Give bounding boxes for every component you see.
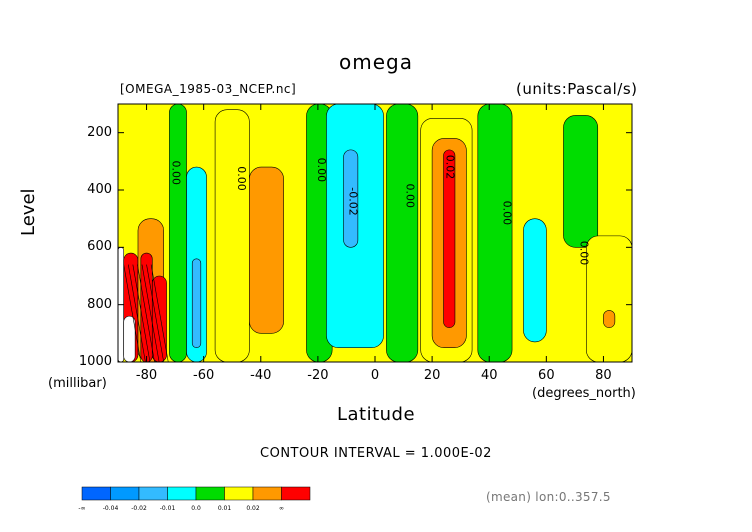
contour-line-2 (132, 264, 151, 363)
x-tick-label: 20 (423, 368, 441, 383)
contour-value-label-1: 0.00 (235, 166, 248, 191)
contour-line-1 (127, 264, 146, 363)
contour-line-0 (123, 264, 142, 363)
colorbar-swatch-3 (167, 486, 197, 501)
x-axis-label: Latitude (336, 404, 416, 425)
x-tick-label: -60 (193, 368, 215, 383)
colorbar-label: -0.01 (159, 505, 176, 512)
contour-value-label-4: 0.00 (403, 183, 416, 208)
colorbar-label: 0.0 (191, 505, 201, 512)
contour-value-label-0: 0.00 (169, 161, 182, 186)
y-tick-label: 600 (87, 239, 112, 255)
contour-value-label-3: -0.02 (346, 187, 359, 215)
units-label: (units:Pascal/s) (516, 80, 638, 98)
file-label: [OMEGA_1985-03_NCEP.nc] (120, 82, 297, 96)
contour-band-20 (563, 115, 599, 248)
contour-band-22 (603, 310, 616, 328)
colorbar-label: -0.04 (102, 505, 119, 512)
y-axis-unit: (millibar) (48, 376, 107, 391)
colorbar-swatch-4 (195, 486, 225, 501)
contour-line-6 (150, 264, 169, 363)
contour-line-3 (137, 264, 155, 363)
x-tick-label: 80 (595, 368, 612, 383)
contour-band-21 (586, 235, 633, 363)
contour-band-5 (151, 275, 167, 363)
contour-band-8 (191, 258, 202, 348)
contour-value-label-5: 0.02 (443, 155, 456, 180)
contour-band-2 (123, 315, 136, 363)
contour-interval-label: CONTOUR INTERVAL = 1.000E-02 (260, 446, 492, 461)
contour-line-5 (146, 264, 164, 363)
footer-mean-label: (mean) lon:0..357.5 (486, 490, 611, 504)
contour-band-19 (523, 218, 547, 343)
y-tick-label: 200 (87, 124, 112, 140)
contour-band-6 (169, 103, 187, 363)
chart-title: omega (339, 50, 413, 74)
colorbar-swatch-0 (81, 486, 111, 501)
contour-band-14 (386, 103, 419, 363)
colorbar-swatch-5 (224, 486, 254, 501)
x-tick-label: 0 (370, 368, 380, 383)
y-axis-label: Level (18, 188, 39, 236)
x-axis-unit: (degrees_north) (532, 386, 636, 401)
x-tick-label: 40 (480, 368, 498, 383)
colorbar-label: 0.02 (246, 505, 260, 512)
contour-band-18 (477, 103, 513, 363)
contour-band-13 (343, 149, 359, 248)
x-tick-label: 60 (538, 368, 555, 383)
colorbar-swatch-2 (138, 486, 168, 501)
colorbar-label: -0.02 (131, 505, 147, 512)
x-tick-label: -20 (307, 368, 329, 383)
colorbar-label: ∞ (279, 505, 284, 512)
contour-line-4 (141, 264, 160, 363)
contour-band-17 (443, 149, 456, 328)
x-tick-label: -80 (135, 368, 158, 383)
colorbar-swatch-1 (110, 486, 140, 501)
contour-value-label-2: 0.00 (315, 158, 328, 183)
colorbar-label: -∞ (78, 505, 86, 512)
contour-value-label-7: 0.00 (578, 241, 591, 265)
colorbar-swatch-6 (252, 486, 282, 501)
y-tick-label: 800 (87, 296, 112, 312)
y-tick-label: 1000 (78, 354, 112, 369)
colorbar-swatch-7 (281, 486, 311, 501)
colorbar-label: 0.01 (217, 505, 232, 512)
contour-band-10 (249, 166, 284, 334)
x-tick-label: -40 (250, 368, 272, 383)
contour-value-label-6: 0.00 (501, 201, 514, 226)
y-tick-label: 400 (87, 182, 112, 197)
contour-band-9 (214, 109, 250, 363)
